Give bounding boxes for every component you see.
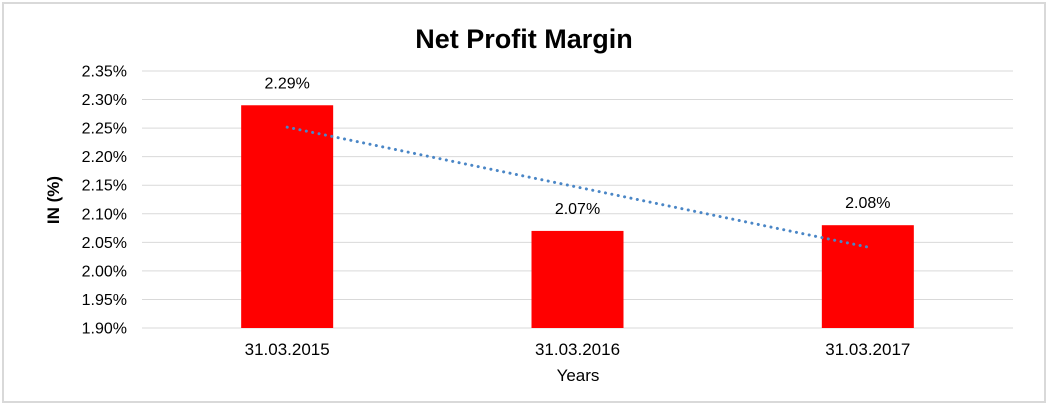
y-tick-label: 2.35% <box>82 64 127 81</box>
x-category-label: 31.03.2015 <box>245 340 330 359</box>
y-tick-label: 2.25% <box>82 121 127 138</box>
bar-data-label: 2.07% <box>555 201 600 218</box>
x-category-label: 31.03.2016 <box>535 340 620 359</box>
y-tick-label: 2.15% <box>82 178 127 195</box>
y-tick-label: 1.90% <box>82 321 127 338</box>
y-tick-label: 2.20% <box>82 149 127 166</box>
chart-title: Net Profit Margin <box>415 24 633 54</box>
x-category-label: 31.03.2017 <box>825 340 910 359</box>
trendline <box>285 125 870 249</box>
y-tick-label: 2.10% <box>82 206 127 223</box>
y-tick-label: 1.95% <box>82 292 127 309</box>
y-tick-label: 2.05% <box>82 235 127 252</box>
bar-data-label: 2.29% <box>264 75 309 92</box>
chart-frame <box>2 2 1046 403</box>
bar <box>241 105 334 329</box>
y-axis-title: IN (%) <box>44 175 63 225</box>
y-tick-label: 2.30% <box>82 92 127 109</box>
bar <box>821 225 914 328</box>
bar-data-label: 2.08% <box>845 195 890 212</box>
bar <box>531 230 624 328</box>
x-axis-title: Years <box>556 366 600 385</box>
y-tick-label: 2.00% <box>82 263 127 280</box>
